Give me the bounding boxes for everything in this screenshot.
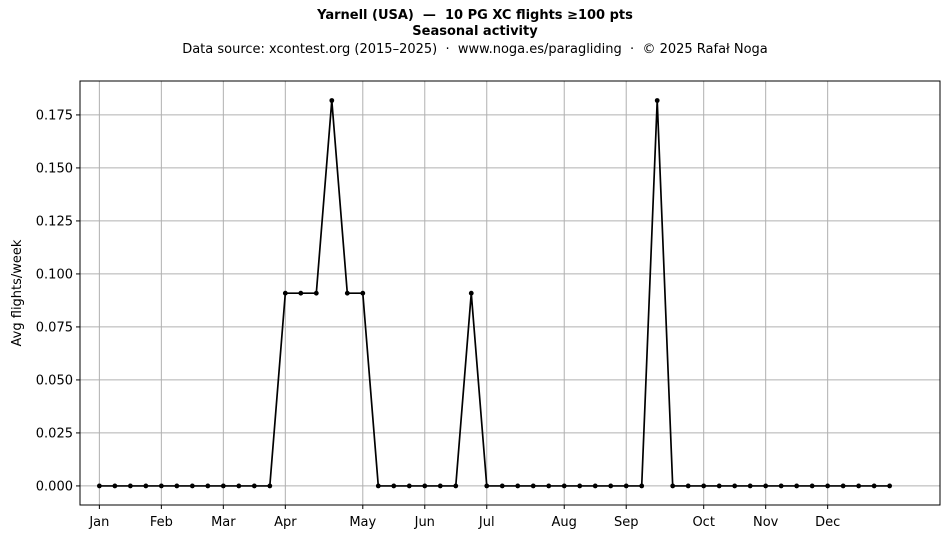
y-tick-label: 0.175 bbox=[36, 108, 73, 123]
data-point bbox=[887, 483, 893, 489]
data-point bbox=[670, 483, 676, 489]
data-point bbox=[747, 483, 753, 489]
series-layer bbox=[96, 98, 893, 489]
data-point bbox=[546, 483, 552, 489]
data-point bbox=[794, 483, 800, 489]
data-point bbox=[623, 483, 629, 489]
data-point bbox=[174, 483, 180, 489]
data-point bbox=[561, 483, 567, 489]
data-point bbox=[840, 483, 846, 489]
data-point bbox=[592, 483, 598, 489]
y-axis-label: Avg flights/week bbox=[10, 239, 25, 346]
data-point bbox=[251, 483, 257, 489]
data-point bbox=[282, 290, 288, 296]
data-point bbox=[530, 483, 536, 489]
data-point bbox=[453, 483, 459, 489]
data-point bbox=[716, 483, 722, 489]
y-tick-label: 0.150 bbox=[36, 161, 73, 176]
data-point bbox=[639, 483, 645, 489]
data-point bbox=[360, 290, 366, 296]
data-point bbox=[871, 483, 877, 489]
data-point bbox=[344, 290, 350, 296]
data-point bbox=[329, 98, 335, 103]
x-tick-label: Oct bbox=[692, 515, 714, 530]
data-point bbox=[437, 483, 443, 489]
data-point bbox=[825, 483, 831, 489]
x-tick-label: Nov bbox=[753, 515, 779, 530]
data-point bbox=[127, 483, 133, 489]
chart-subtitle: Seasonal activity bbox=[412, 24, 538, 39]
data-point bbox=[267, 483, 273, 489]
x-tick-label: Jun bbox=[414, 515, 435, 530]
y-tick-label: 0.000 bbox=[36, 479, 73, 494]
data-point bbox=[468, 290, 474, 296]
y-tick-label: 0.100 bbox=[36, 267, 73, 282]
data-point bbox=[778, 483, 784, 489]
y-tick-label: 0.025 bbox=[36, 426, 73, 441]
data-point bbox=[685, 483, 691, 489]
data-point bbox=[499, 483, 505, 489]
data-point bbox=[484, 483, 490, 489]
x-tick-label: Feb bbox=[150, 515, 173, 530]
tick-layer: 0.000 0.025 0.050 0.075 0.100 0.125 0.150 0.175… bbox=[36, 108, 840, 530]
chart-title: Yarnell (USA) — 10 PG XC flights ≥100 pt… bbox=[317, 8, 633, 23]
data-point bbox=[763, 483, 769, 489]
data-point bbox=[189, 483, 195, 489]
series-line bbox=[99, 99, 890, 487]
data-point bbox=[205, 483, 211, 489]
chart-header: Yarnell (USA) — 10 PG XC flights ≥100 pt… bbox=[0, 8, 950, 59]
x-tick-label: Jul bbox=[478, 515, 495, 530]
y-tick-label: 0.050 bbox=[36, 373, 73, 388]
y-tick-label: 0.075 bbox=[36, 320, 73, 335]
data-point bbox=[515, 483, 521, 489]
data-point bbox=[143, 483, 149, 489]
data-point bbox=[236, 483, 242, 489]
x-tick-label: Apr bbox=[274, 515, 297, 530]
data-point bbox=[701, 483, 707, 489]
x-tick-label: Mar bbox=[211, 515, 236, 530]
x-tick-label: Jan bbox=[88, 515, 109, 530]
x-tick-label: Sep bbox=[614, 515, 639, 530]
data-point bbox=[577, 483, 583, 489]
data-point bbox=[422, 483, 428, 489]
data-point bbox=[406, 483, 412, 489]
data-point bbox=[856, 483, 862, 489]
x-tick-label: May bbox=[349, 515, 376, 530]
data-point bbox=[313, 290, 319, 296]
plot-frame bbox=[79, 80, 941, 506]
data-point bbox=[375, 483, 381, 489]
data-point bbox=[158, 483, 164, 489]
data-point bbox=[654, 98, 660, 103]
data-point bbox=[298, 290, 304, 296]
data-point bbox=[391, 483, 397, 489]
data-point bbox=[608, 483, 614, 489]
grid-layer bbox=[80, 81, 940, 505]
x-tick-label: Dec bbox=[815, 515, 840, 530]
data-point bbox=[809, 483, 815, 489]
chart-source: Data source: xcontest.org (2015–2025) · … bbox=[182, 42, 768, 57]
y-tick-label: 0.125 bbox=[36, 214, 73, 229]
data-point bbox=[732, 483, 738, 489]
data-point bbox=[96, 483, 102, 489]
data-point bbox=[220, 483, 226, 489]
data-point bbox=[112, 483, 118, 489]
x-tick-label: Aug bbox=[552, 515, 577, 530]
